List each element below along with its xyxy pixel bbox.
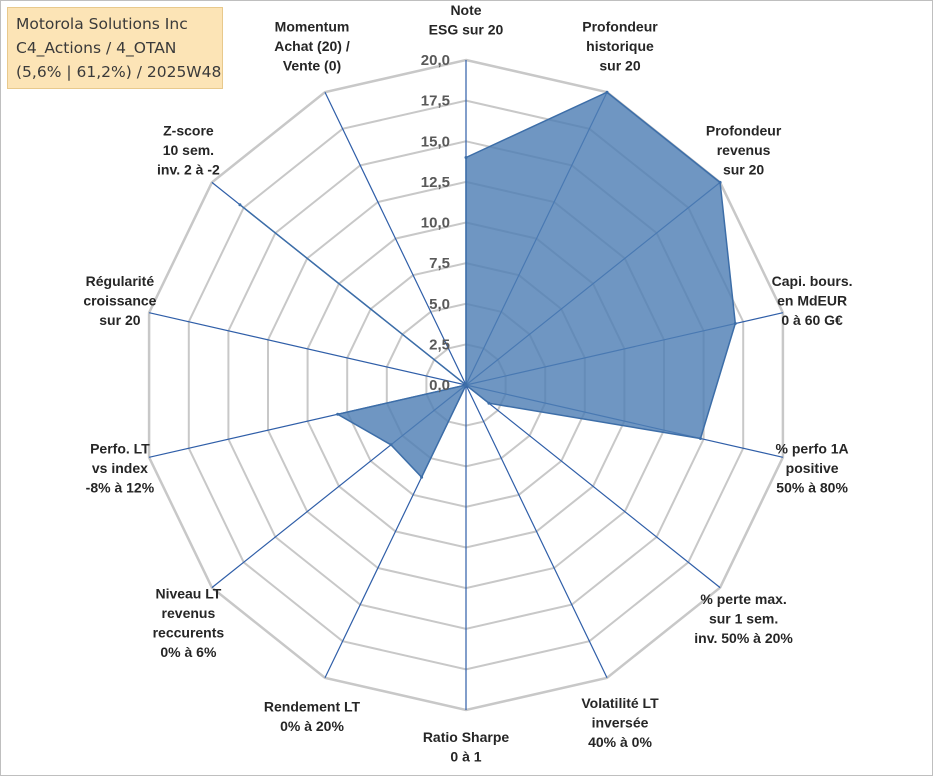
axis-label-line: revenus (162, 605, 216, 621)
axis-label: Capi. bours. en MdEUR 0 à 60 G€ (772, 273, 853, 328)
axis-label-line: ESG sur 20 (429, 22, 504, 38)
axis-label-line: Capi. bours. (772, 273, 853, 289)
tick-label: 0,0 (429, 377, 450, 394)
tick-label: 12,5 (421, 174, 450, 191)
title-box: Motorola Solutions Inc C4_Actions / 4_OT… (7, 7, 223, 89)
axis-label-line: croissance (83, 293, 156, 309)
axis-label-line: 0 à 1 (450, 749, 481, 765)
axis-label-line: Achat (20) / (274, 38, 350, 54)
axis-label-line: Volatilité LT (581, 695, 659, 711)
tick-label: 20,0 (421, 52, 450, 69)
axis-label-line: inversée (592, 715, 649, 731)
data-point (464, 383, 468, 387)
series-area (239, 91, 737, 479)
data-point (699, 437, 702, 440)
tick-label: 15,0 (421, 133, 450, 150)
tick-label: 2,5 (429, 336, 450, 353)
axis-label-line: en MdEUR (777, 293, 847, 309)
axis-label: Régularité croissance sur 20 (83, 273, 156, 328)
axis-label-line: Note (450, 2, 481, 18)
axis-label: Z-score 10 sem. inv. 2 à -2 (157, 123, 220, 178)
axis-label-line: Profondeur (706, 123, 782, 139)
axis-label-line: reccurents (153, 624, 225, 640)
data-point (238, 203, 242, 207)
axis-label-line: 40% à 0% (588, 734, 652, 750)
axis-label-line: Niveau LT (155, 585, 221, 601)
axis-label-line: Vente (0) (283, 58, 341, 74)
axis-label-line: inv. 2 à -2 (157, 162, 220, 178)
axis-label: Perfo. LT vs index -8% à 12% (86, 440, 155, 495)
axis-label-line: sur 20 (99, 312, 140, 328)
title-company: Motorola Solutions Inc (16, 15, 188, 33)
data-point (605, 90, 609, 94)
axis-spoke (465, 384, 608, 679)
tick-label: 5,0 (429, 296, 450, 313)
axis-label: Profondeur historique sur 20 (582, 19, 658, 74)
data-point (336, 412, 340, 416)
axis-label: % perfo 1A positive 50% à 80% (776, 440, 849, 495)
axis-label-line: sur 20 (723, 162, 764, 178)
tick-label: 10,0 (421, 215, 450, 232)
axis-label-line: % perfo 1A (776, 440, 849, 456)
axis-label-line: 0% à 6% (160, 644, 217, 660)
axis-label-line: % perte max. (700, 591, 786, 607)
data-point (464, 156, 468, 159)
axis-label-line: 0 à 60 G€ (781, 312, 843, 328)
axis-label-line: Régularité (86, 273, 155, 289)
axis-label-line: inv. 50% à 20% (694, 630, 793, 646)
tick-label: 17,5 (421, 93, 450, 110)
data-point (487, 401, 491, 405)
axis-spoke (148, 312, 467, 386)
axis-label: Profondeur revenus sur 20 (706, 123, 782, 178)
axis-label-line: -8% à 12% (86, 479, 155, 495)
data-point (420, 475, 424, 479)
radar-series (238, 90, 737, 479)
axis-labels: Note ESG sur 20 Profondeur historique sur 20… (83, 2, 852, 765)
axis-label-line: sur 1 sem. (709, 610, 778, 626)
axis-label: Volatilité LT inversée 40% à 0% (581, 695, 659, 750)
axis-label: Note ESG sur 20 (429, 2, 504, 38)
axis-label: Niveau LT revenus reccurents 0% à 6% (153, 585, 225, 660)
axis-label-line: Perfo. LT (90, 440, 150, 456)
axis-label: Ratio Sharpe 0 à 1 (423, 729, 510, 765)
title-stats: (5,6% | 61,2%) / 2025W48 (16, 63, 222, 81)
axis-label-line: 10 sem. (163, 142, 214, 158)
axis-label-line: 0% à 20% (280, 718, 344, 734)
axis-spoke (465, 384, 721, 589)
data-point (718, 180, 722, 184)
title-category: C4_Actions / 4_OTAN (16, 39, 177, 57)
axis-label: % perte max. sur 1 sem. inv. 50% à 20% (694, 591, 793, 646)
axis-label-line: 50% à 80% (776, 479, 848, 495)
axis-spoke (324, 91, 467, 386)
axis-label-line: Rendement LT (264, 699, 361, 715)
axis-label-line: Z-score (163, 123, 214, 139)
radial-tick-labels: 0,0 2,5 5,0 7,5 10,0 12,5 15,0 17,5 20,0 (421, 52, 450, 394)
axis-label-line: Profondeur (582, 19, 658, 35)
axis-label-line: vs index (92, 460, 148, 476)
data-point (733, 322, 737, 325)
axis-label: Momentum Achat (20) / Vente (0) (274, 19, 350, 74)
axis-label-line: positive (786, 460, 839, 476)
axis-label-line: sur 20 (599, 58, 640, 74)
data-point (389, 443, 393, 447)
axis-label-line: historique (586, 38, 654, 54)
axis-label: Rendement LT 0% à 20% (264, 699, 361, 735)
tick-label: 7,5 (429, 255, 450, 272)
axis-label-line: Momentum (275, 19, 350, 35)
axis-label-line: revenus (717, 142, 771, 158)
axis-label-line: Ratio Sharpe (423, 729, 510, 745)
